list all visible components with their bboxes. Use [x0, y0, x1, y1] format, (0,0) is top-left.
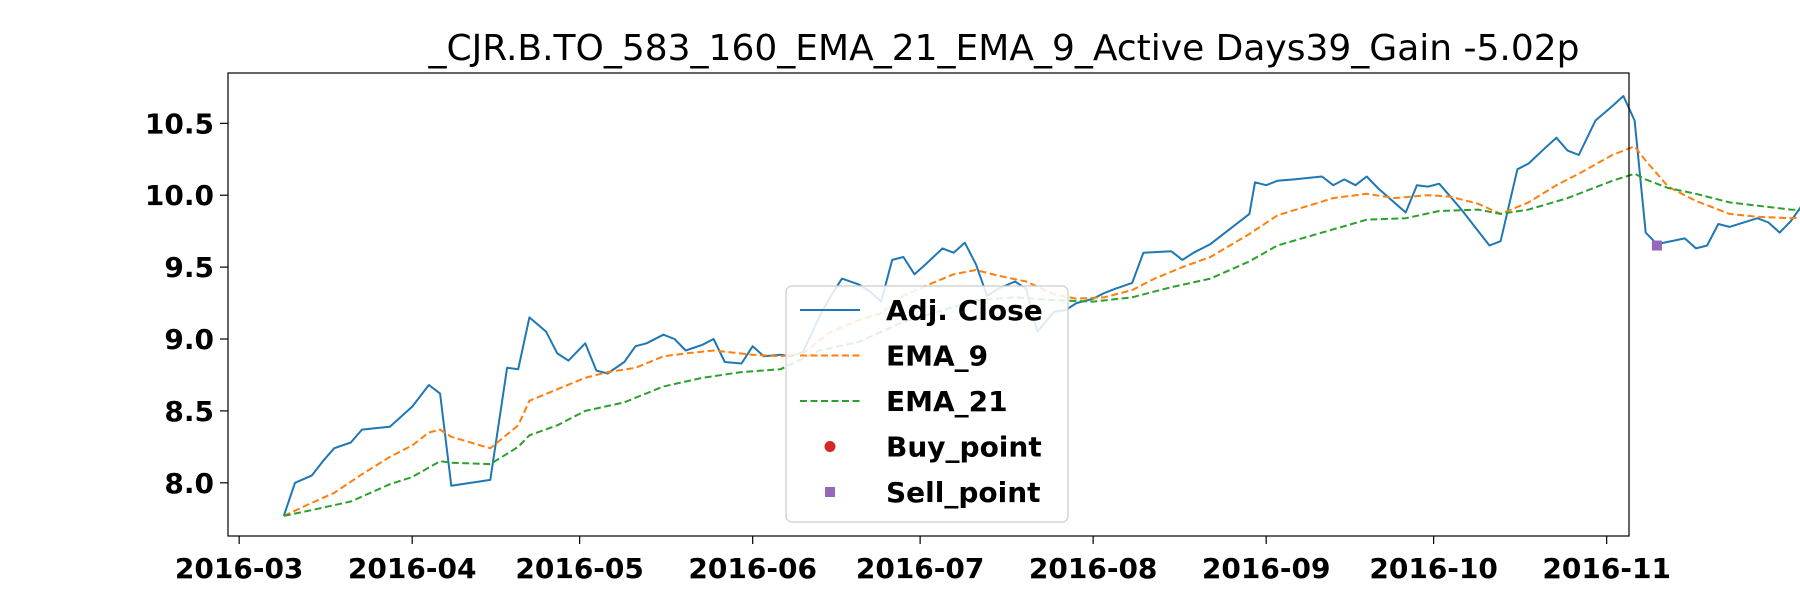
x-tick-label: 2016-10: [1369, 552, 1498, 585]
legend-handle-buy-point: [824, 441, 836, 452]
series-line-adj-close: [282, 95, 1800, 517]
axes: 2016-03 2016-04 2016-05 2016-06 2016-07 2016-…: [145, 107, 1671, 585]
series-line-ema-9: [283, 145, 1800, 517]
chart-title: _CJR.B.TO_583_160_EMA_21_EMA_9_Active Da…: [427, 28, 1579, 69]
legend-label-ema-21: EMA_21: [886, 385, 1008, 418]
x-tick-label: 2016-07: [856, 552, 985, 585]
y-tick-label: 8.0: [164, 467, 214, 500]
legend-label-sell-point: Sell_point: [886, 476, 1041, 509]
plot-frame: [227, 72, 1630, 537]
legend: Adj. Close EMA_9 EMA_21 Buy_point Sell_point: [785, 285, 1069, 523]
y-tick-label: 10.5: [145, 107, 214, 140]
x-tick-label: 2016-09: [1202, 552, 1331, 585]
legend-handle-sell-point: [825, 487, 835, 497]
series-line-ema-21: [283, 172, 1800, 517]
x-tick-label: 2016-11: [1542, 552, 1671, 585]
legend-label-buy-point: Buy_point: [886, 431, 1042, 464]
x-tick-label: 2016-04: [348, 552, 477, 585]
legend-label-ema-9: EMA_9: [886, 340, 988, 373]
y-tick-label: 10.0: [145, 179, 214, 212]
legend-label-adj-close: Adj. Close: [886, 294, 1043, 327]
y-tick-label: 8.5: [164, 395, 214, 428]
sell-point-marker-0: [1651, 240, 1662, 251]
legend-box: [785, 285, 1069, 523]
x-tick-label: 2016-05: [515, 552, 644, 585]
plot-area: [282, 95, 1800, 517]
x-tick-label: 2016-06: [688, 552, 817, 585]
y-tick-label: 9.0: [164, 323, 214, 356]
y-tick-label: 9.5: [164, 251, 214, 284]
x-tick-label: 2016-08: [1029, 552, 1158, 585]
x-tick-label: 2016-03: [175, 552, 304, 585]
